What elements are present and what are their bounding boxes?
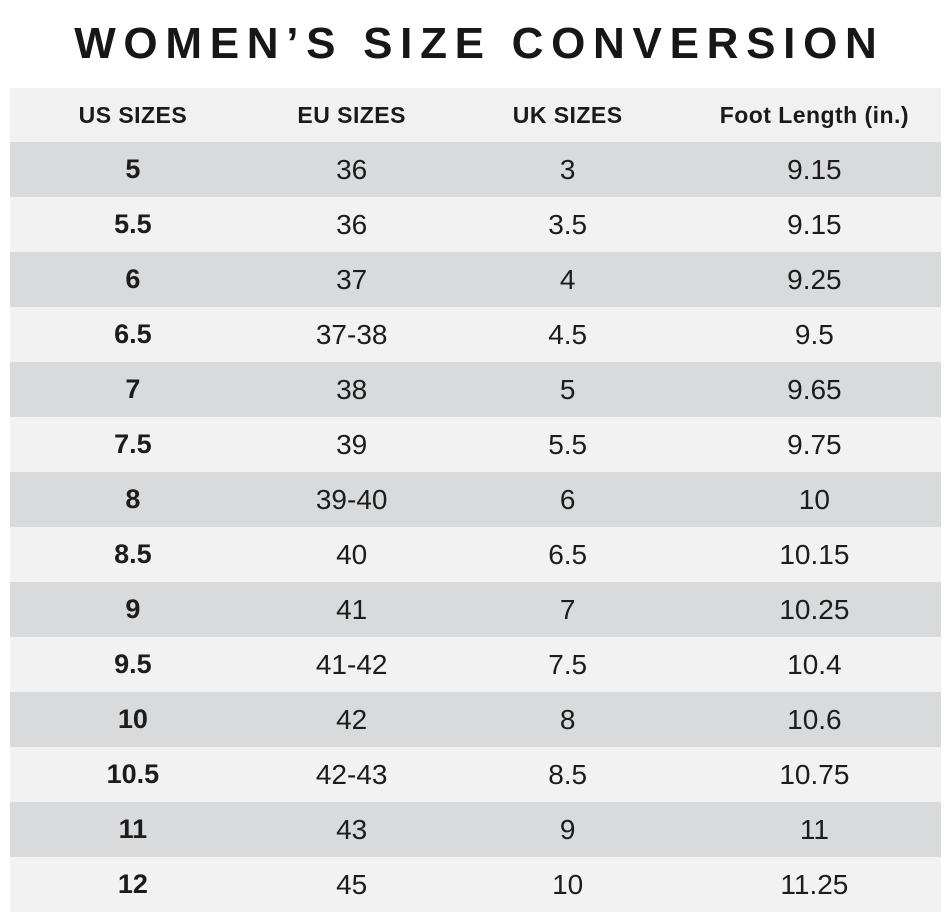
title-bar: WOMEN’S SIZE CONVERSION <box>0 0 951 88</box>
cell-uk-sizes: 6 <box>559 483 576 515</box>
table-row: 10.5 42-43 8.5 10.75 <box>10 747 941 802</box>
cell-foot-length: 10.15 <box>779 538 850 570</box>
cell-us-sizes: 10.5 <box>106 759 160 789</box>
cell-foot-length: 9.15 <box>787 153 842 185</box>
cell-eu-sizes: 41-42 <box>315 648 388 680</box>
cell-uk-sizes: 7 <box>559 593 576 625</box>
cell-eu-sizes: 36 <box>336 153 368 185</box>
table-row: 7 38 5 9.65 <box>10 362 941 417</box>
cell-uk-sizes: 4 <box>559 263 576 295</box>
cell-us-sizes: 8.5 <box>114 539 152 569</box>
cell-eu-sizes: 39 <box>336 428 368 460</box>
cell-foot-length: 10.25 <box>779 593 850 625</box>
cell-eu-sizes: 40 <box>336 538 368 570</box>
cell-us-sizes: 11 <box>118 814 148 844</box>
cell-eu-sizes: 38 <box>336 373 368 405</box>
cell-foot-length: 10.75 <box>779 758 850 790</box>
cell-us-sizes: 6.5 <box>114 319 152 349</box>
cell-uk-sizes: 6.5 <box>548 538 588 570</box>
table-row: 5 36 3 9.15 <box>10 142 941 197</box>
cell-us-sizes: 5 <box>125 154 141 184</box>
table-row: 9.5 41-42 7.5 10.4 <box>10 637 941 692</box>
cell-uk-sizes: 5 <box>559 373 576 405</box>
cell-foot-length: 9.25 <box>787 263 842 295</box>
cell-foot-length: 10 <box>798 483 830 515</box>
cell-us-sizes: 9.5 <box>114 649 152 679</box>
cell-uk-sizes: 8 <box>559 703 576 735</box>
cell-eu-sizes: 41 <box>336 593 368 625</box>
cell-eu-sizes: 37 <box>336 263 368 295</box>
table-row: 5.5 36 3.5 9.15 <box>10 197 941 252</box>
cell-uk-sizes: 9 <box>559 813 576 845</box>
cell-foot-length: 11.25 <box>780 868 849 900</box>
size-conversion-table: US SIZES EU SIZES UK SIZES Foot Length (in.… <box>10 88 941 912</box>
cell-uk-sizes: 8.5 <box>548 758 588 790</box>
cell-us-sizes: 12 <box>117 869 148 899</box>
cell-eu-sizes: 45 <box>336 868 368 900</box>
table-row: 7.5 39 5.5 9.75 <box>10 417 941 472</box>
column-header-us-sizes: US SIZES <box>78 101 188 128</box>
page-title: WOMEN’S SIZE CONVERSION <box>74 19 885 68</box>
cell-eu-sizes: 36 <box>336 208 368 240</box>
cell-us-sizes: 5.5 <box>114 209 152 239</box>
table-head: US SIZES EU SIZES UK SIZES Foot Length (in.… <box>10 88 941 142</box>
table-row: 8.5 40 6.5 10.15 <box>10 527 941 582</box>
table-row: 11 43 9 11 <box>10 802 941 857</box>
cell-us-sizes: 10 <box>117 704 148 734</box>
cell-foot-length: 10.6 <box>787 703 842 735</box>
cell-foot-length: 9.75 <box>787 428 842 460</box>
table-row: 6.5 37-38 4.5 9.5 <box>10 307 941 362</box>
cell-us-sizes: 6 <box>125 264 141 294</box>
column-header-eu-sizes: EU SIZES <box>297 101 406 128</box>
table-body: 5 36 3 9.15 5.5 36 3.5 9.15 6 37 4 9.25 6.5 37-38 4.5 9… <box>10 142 941 912</box>
cell-eu-sizes: 42 <box>336 703 368 735</box>
cell-uk-sizes: 5.5 <box>548 428 588 460</box>
column-header-foot-length: Foot Length (in.) <box>719 101 909 128</box>
cell-eu-sizes: 42-43 <box>315 758 388 790</box>
cell-foot-length: 11 <box>799 813 829 845</box>
cell-uk-sizes: 3 <box>559 153 576 185</box>
cell-uk-sizes: 4.5 <box>548 318 588 350</box>
cell-us-sizes: 7 <box>125 374 141 404</box>
table-row: 8 39-40 6 10 <box>10 472 941 527</box>
column-header-uk-sizes: UK SIZES <box>512 101 623 128</box>
cell-uk-sizes: 10 <box>552 868 584 900</box>
cell-foot-length: 9.65 <box>787 373 842 405</box>
table-row: 9 41 7 10.25 <box>10 582 941 637</box>
cell-eu-sizes: 37-38 <box>315 318 388 350</box>
cell-us-sizes: 9 <box>125 594 141 624</box>
cell-eu-sizes: 39-40 <box>315 483 388 515</box>
cell-us-sizes: 8 <box>125 484 141 514</box>
cell-foot-length: 9.15 <box>787 208 842 240</box>
table-row: 12 45 10 11.25 <box>10 857 941 912</box>
cell-eu-sizes: 43 <box>336 813 368 845</box>
cell-uk-sizes: 3.5 <box>548 208 588 240</box>
cell-uk-sizes: 7.5 <box>548 648 588 680</box>
table-row: 10 42 8 10.6 <box>10 692 941 747</box>
cell-us-sizes: 7.5 <box>114 429 152 459</box>
cell-foot-length: 9.5 <box>794 318 834 350</box>
table-header-row: US SIZES EU SIZES UK SIZES Foot Length (in.… <box>10 88 941 142</box>
table-row: 6 37 4 9.25 <box>10 252 941 307</box>
cell-foot-length: 10.4 <box>787 648 842 680</box>
